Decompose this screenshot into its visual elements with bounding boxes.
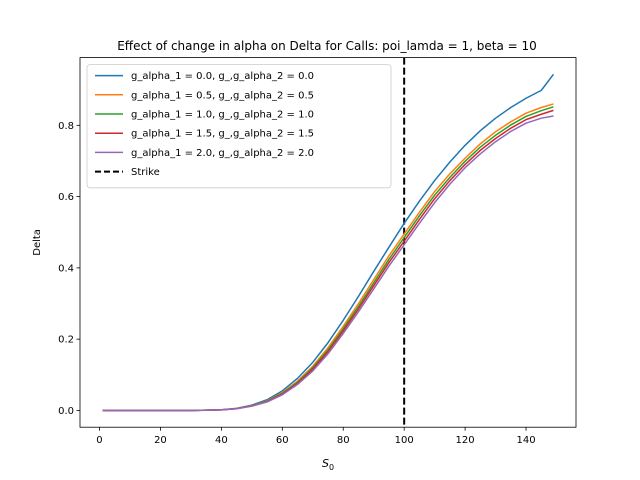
x-axis-label-subscript: 0 [329,463,334,472]
chart-title: Effect of change in alpha on Delta for C… [117,39,537,53]
legend-label: g_alpha_1 = 0.0, g_,g_alpha_2 = 0.0 [131,71,314,82]
x-tick-label: 140 [516,435,535,446]
x-axis-label-main: S [322,457,329,470]
y-tick-label: 0.2 [58,335,74,346]
axes-frame [79,57,577,428]
y-axis-label: Delta [32,229,43,256]
x-tick-label: 20 [154,435,167,446]
legend-label: Strike [131,167,160,178]
x-axis-label: S0 [322,457,334,472]
y-axis-ticks: 0.0 0.2 0.4 0.6 0.8 [58,121,80,417]
series-layer [102,73,555,412]
y-tick-label: 0.0 [58,406,74,417]
legend-label: g_alpha_1 = 1.0, g_,g_alpha_2 = 1.0 [131,110,314,121]
legend-label: g_alpha_1 = 2.0, g_,g_alpha_2 = 2.0 [131,148,314,159]
y-tick-label: 0.8 [58,121,74,132]
x-tick-label: 100 [395,435,414,446]
x-tick-label: 0 [96,435,102,446]
x-tick-label: 60 [276,435,289,446]
legend-box [86,64,392,189]
legend: g_alpha_1 = 0.0, g_,g_alpha_2 = 0.0 g_alp… [86,64,392,189]
series-line-5 [102,115,554,412]
x-tick-label: 120 [456,435,475,446]
x-tick-label: 80 [337,435,350,446]
x-tick-label: 40 [215,435,228,446]
legend-label: g_alpha_1 = 0.5, g_,g_alpha_2 = 0.5 [131,90,314,101]
legend-label: g_alpha_1 = 1.5, g_,g_alpha_2 = 1.5 [131,129,314,140]
y-tick-label: 0.4 [58,263,74,274]
x-axis-ticks: 0 20 40 60 80 100 120 140 [96,427,536,446]
y-tick-label: 0.6 [58,192,74,203]
